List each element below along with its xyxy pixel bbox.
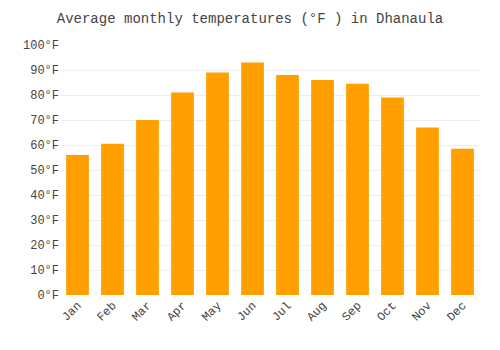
- svg-text:Mar: Mar: [129, 299, 154, 324]
- svg-text:70°F: 70°F: [30, 114, 59, 128]
- svg-text:80°F: 80°F: [30, 89, 59, 103]
- svg-text:Jun: Jun: [234, 299, 259, 324]
- svg-text:60°F: 60°F: [30, 139, 59, 153]
- svg-text:40°F: 40°F: [30, 189, 59, 203]
- svg-text:Dec: Dec: [444, 299, 469, 324]
- svg-text:Apr: Apr: [164, 299, 189, 324]
- svg-text:20°F: 20°F: [30, 239, 59, 253]
- svg-text:Aug: Aug: [304, 299, 329, 324]
- svg-text:Average monthly temperatures (: Average monthly temperatures (°F ) in Dh…: [57, 11, 443, 27]
- svg-text:100°F: 100°F: [23, 39, 59, 53]
- svg-text:Sep: Sep: [339, 299, 364, 324]
- svg-text:May: May: [199, 299, 224, 324]
- svg-text:10°F: 10°F: [30, 264, 59, 278]
- svg-text:Jul: Jul: [269, 299, 294, 324]
- svg-text:Feb: Feb: [94, 299, 119, 324]
- svg-text:50°F: 50°F: [30, 164, 59, 178]
- svg-text:30°F: 30°F: [30, 214, 59, 228]
- svg-text:Nov: Nov: [409, 299, 434, 324]
- svg-text:0°F: 0°F: [37, 289, 59, 303]
- svg-text:Jan: Jan: [59, 299, 84, 324]
- svg-text:Oct: Oct: [374, 299, 399, 324]
- svg-text:90°F: 90°F: [30, 64, 59, 78]
